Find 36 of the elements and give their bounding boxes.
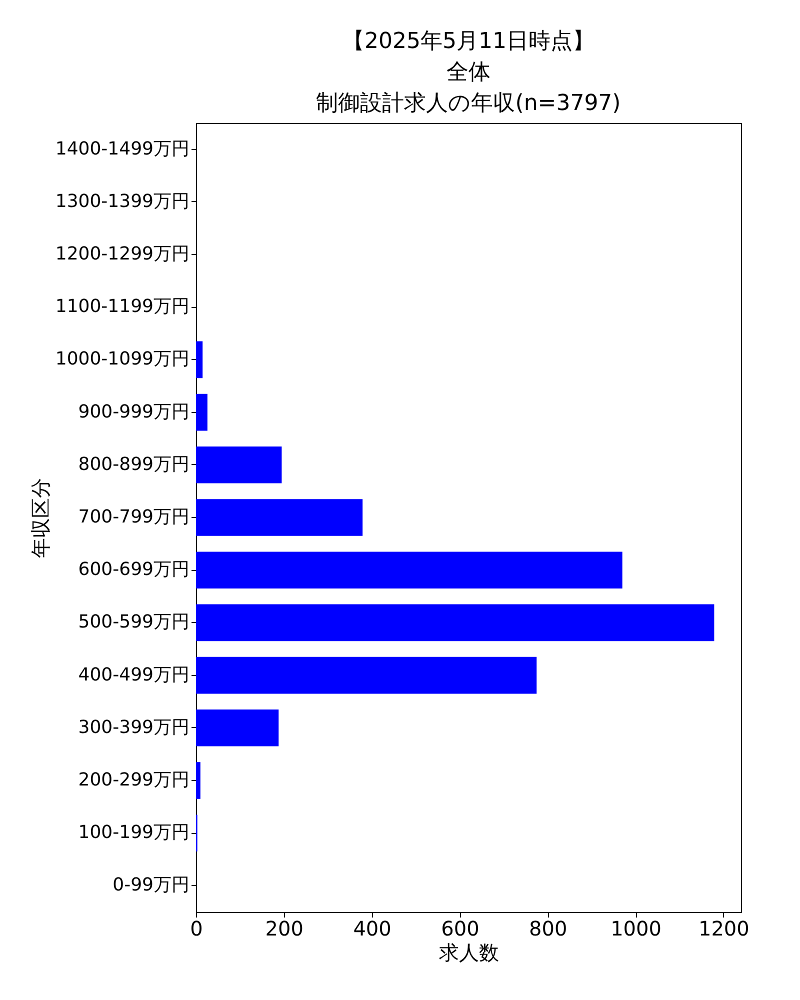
x-tick-label: 1000 xyxy=(610,916,662,940)
y-tick-label: 900-999万円 xyxy=(78,401,190,422)
y-tick-label: 1300-1399万円 xyxy=(55,190,190,212)
y-axis-title: 年収区分 xyxy=(28,478,52,558)
y-tick-label: 1200-1299万円 xyxy=(55,244,190,264)
x-tick-label: 600 xyxy=(441,916,480,940)
bar xyxy=(196,709,279,746)
chart-title: 【2025年5月11日時点】 xyxy=(342,29,594,54)
y-tick-label: 0-99万円 xyxy=(112,874,190,896)
bar xyxy=(196,762,200,799)
bar xyxy=(196,341,203,378)
x-tick-label: 400 xyxy=(353,916,392,940)
y-tick-label: 300-399万円 xyxy=(78,716,190,738)
y-tick-label: 1100-1199万円 xyxy=(55,296,190,318)
y-tick-label: 700-799万円 xyxy=(78,506,190,528)
x-axis-title: 求人数 xyxy=(439,940,499,964)
bar xyxy=(196,446,282,484)
y-tick-label: 200-299万円 xyxy=(78,770,190,790)
y-tick-label: 800-899万円 xyxy=(78,454,190,475)
chart-subtitle: 全体 xyxy=(446,60,490,85)
bar xyxy=(196,552,622,589)
y-tick-label: 400-499万円 xyxy=(78,664,190,686)
text: 制御設計求人の年収(n=3797) xyxy=(316,91,621,116)
y-tick-label: 100-199万円 xyxy=(78,822,190,844)
bar xyxy=(196,604,714,642)
y-tick-label: 1000-1099万円 xyxy=(55,348,190,370)
x-tick-label: 0 xyxy=(190,916,203,940)
y-tick-label: 1400-1499万円 xyxy=(55,138,190,160)
bar xyxy=(196,656,537,694)
x-tick-label: 1200 xyxy=(698,916,750,940)
x-tick-label: 200 xyxy=(265,916,304,940)
y-tick-label: 600-699万円 xyxy=(78,559,190,580)
bar xyxy=(196,394,208,431)
bar xyxy=(196,499,363,536)
x-tick-label: 800 xyxy=(529,916,568,940)
y-tick-label: 500-599万円 xyxy=(78,612,190,633)
